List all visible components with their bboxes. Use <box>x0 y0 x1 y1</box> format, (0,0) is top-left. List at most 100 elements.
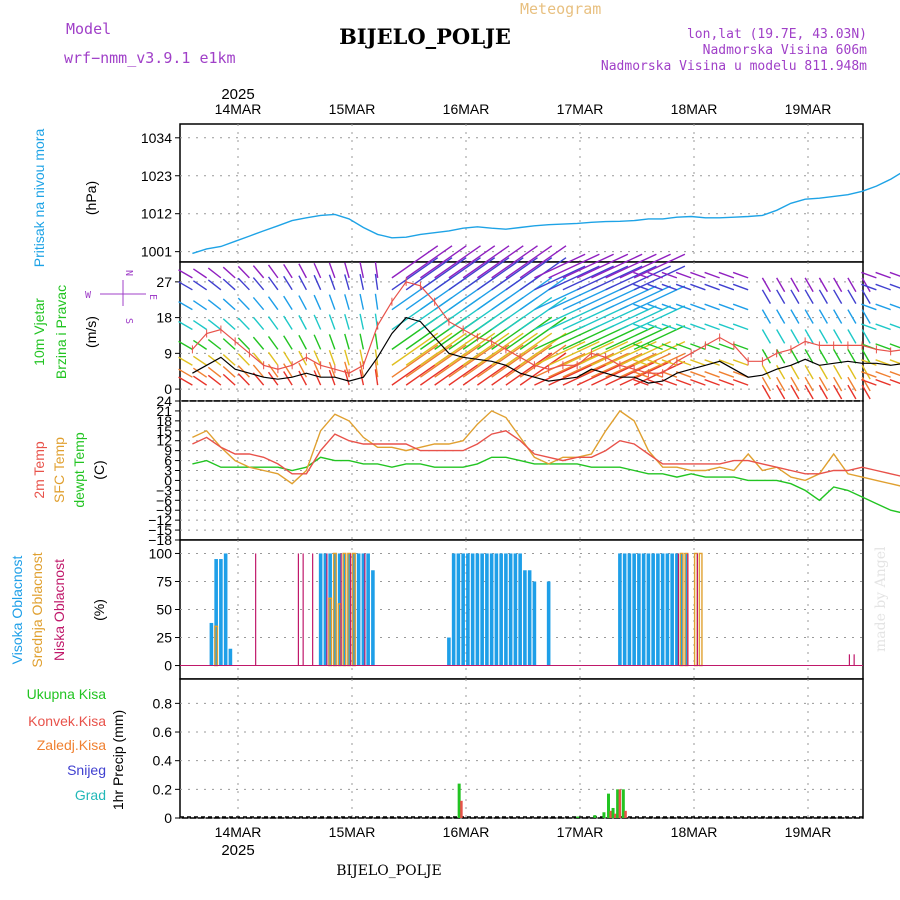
key-n: N <box>123 270 134 276</box>
wind-arrow <box>222 365 236 378</box>
wind-arrow <box>207 374 222 386</box>
high-cloud-bar <box>328 553 332 666</box>
label-temperature: 2m Temp SFC Temp dewpt Temp (C) <box>31 432 107 507</box>
wind-arrow <box>833 329 843 344</box>
y-tick-label: 25 <box>156 630 172 646</box>
wind-arrow <box>889 271 900 277</box>
y-tick-label: 18 <box>156 310 172 326</box>
panel-wind: 0 9 18 27 <box>156 245 900 402</box>
wind-arrow <box>344 333 350 350</box>
wind-arrow <box>633 253 686 279</box>
wind-arrow <box>818 289 829 305</box>
legend-hail: Grad <box>75 787 106 803</box>
wind-arrow <box>562 253 614 279</box>
year-bottom: 2025 <box>221 842 254 859</box>
wind-arrow <box>328 334 336 350</box>
wind-arrow <box>875 303 891 311</box>
wind-arrow <box>359 293 365 310</box>
wind-arrow <box>761 364 772 380</box>
wind-arrow <box>861 283 877 291</box>
pressure-unit: (hPa) <box>83 181 99 215</box>
temp-unit: (C) <box>91 460 107 479</box>
precip-conv-bar <box>614 813 617 818</box>
high-cloud-bar <box>670 553 674 666</box>
wind-arrow <box>328 314 336 330</box>
panel-precip: 0 0.2 0.4 0.6 0.8 <box>153 678 864 826</box>
temp-ylabel-dew: dewpt Temp <box>71 432 87 507</box>
y-tick-label: 75 <box>156 573 172 589</box>
wind-arrow <box>804 349 814 364</box>
wind-arrow <box>804 309 814 324</box>
wind-arrow <box>448 344 496 378</box>
wind-arrow <box>591 352 643 378</box>
wind-arrow <box>633 343 649 351</box>
wind-arrow <box>889 371 900 377</box>
wind-arrow <box>267 316 279 330</box>
wind-arrow <box>833 349 843 364</box>
high-cloud-bar <box>622 553 627 666</box>
wind-arrow <box>847 376 857 392</box>
wind-arrow <box>861 309 871 324</box>
wind-arrow <box>222 338 236 350</box>
high-cloud-bar <box>475 553 480 666</box>
label-wind: 10m Vjetar Brzina i Pravac (m/s) N W E S <box>31 270 158 379</box>
wind-arrow <box>633 378 649 386</box>
wind-arrow <box>462 332 510 366</box>
date-label-bottom: 18MAR <box>671 824 718 840</box>
high-cloud-bar <box>228 648 233 666</box>
y-tick-label: 12 <box>156 433 172 449</box>
wind-arrow <box>704 303 720 311</box>
y-tick-label: 50 <box>156 602 172 618</box>
wind-arrow <box>207 338 222 350</box>
y-tick-label: 21 <box>156 403 172 419</box>
legend-total: Ukupna Kisa <box>27 686 107 702</box>
high-cloud-bar <box>637 553 641 666</box>
wind-arrow <box>207 299 222 311</box>
wind-arrow <box>576 325 629 351</box>
wind-arrow <box>505 332 553 366</box>
wind-ylabel-2: Brzina i Pravac <box>53 285 69 379</box>
wind-arrow <box>267 276 279 291</box>
wind-arrow <box>675 303 692 311</box>
wind-arrow <box>861 323 877 331</box>
wind-arrow <box>313 262 322 279</box>
wind-arrow <box>576 285 629 311</box>
wind-arrow <box>576 265 629 291</box>
y-tick-label: 0.4 <box>153 753 173 769</box>
wind-arrow <box>178 301 193 311</box>
high-cloud-bar <box>504 553 508 666</box>
wind-arrow <box>732 303 749 311</box>
wind-arrow <box>576 305 629 331</box>
high-cloud-bar <box>513 553 518 666</box>
wind-arrow <box>548 305 600 331</box>
wind-arrow <box>718 378 735 386</box>
high-cloud-bar <box>679 553 684 666</box>
wind-arrow <box>776 376 786 392</box>
wind-arrow <box>534 305 586 331</box>
high-cloud-bar <box>461 553 465 666</box>
wind-arrow <box>192 280 208 291</box>
wind-arrow <box>283 315 293 330</box>
wind-arrow <box>298 275 308 291</box>
wind-arrow <box>374 273 379 290</box>
high-cloud-bar <box>209 622 214 666</box>
wind-arrow <box>847 329 857 344</box>
precip-total-bar <box>593 815 597 818</box>
wind-arrow <box>344 294 350 310</box>
wind-arrow <box>619 253 671 279</box>
precip-total-bar <box>621 789 625 818</box>
wind-arrow <box>344 313 350 330</box>
wind-arrow <box>207 319 222 331</box>
wind-arrow <box>178 340 193 350</box>
wind-arrow <box>237 373 250 386</box>
wind-arrow <box>283 263 293 279</box>
high-cloud-bar <box>318 553 323 666</box>
wind-arrow <box>833 309 843 324</box>
wind-arrow <box>328 361 336 378</box>
wind-arrow <box>732 283 749 291</box>
wind-arrow <box>374 369 379 386</box>
wind-arrow <box>804 384 814 400</box>
wind-arrow <box>661 371 678 378</box>
panel-frame <box>179 400 864 541</box>
wind-arrow <box>222 298 236 311</box>
